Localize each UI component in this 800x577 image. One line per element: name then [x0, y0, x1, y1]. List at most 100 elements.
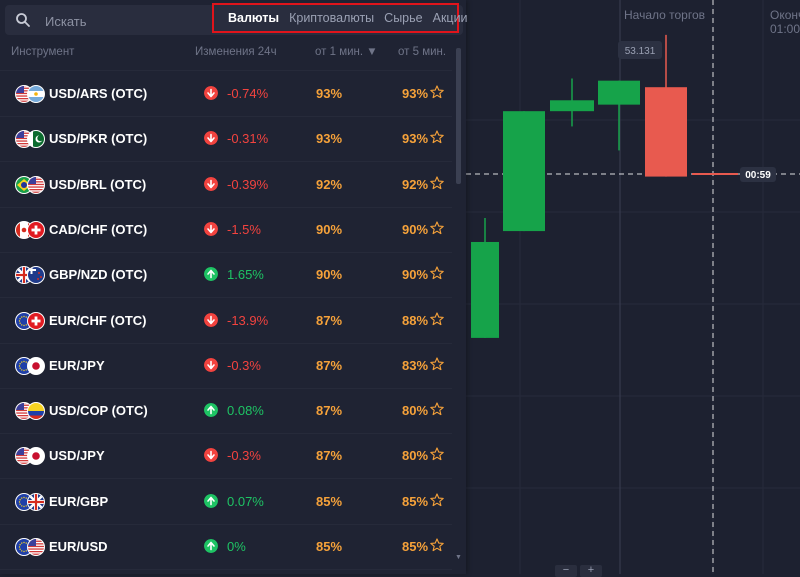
- trading-start-label: Начало торгов: [624, 8, 705, 22]
- currency-pair-flags-icon: [15, 356, 45, 375]
- scrollbar-thumb[interactable]: [456, 48, 461, 184]
- zoom-in-button[interactable]: +: [580, 565, 602, 577]
- change-24h-value: -0.39%: [227, 176, 269, 192]
- payout-5min-value: 85%: [402, 539, 429, 554]
- payout-5min-value: 92%: [402, 176, 429, 192]
- currency-pair-flags-icon: [15, 175, 45, 194]
- payout-1min-value: 87%: [316, 403, 343, 419]
- column-payout-1min[interactable]: от 1 мин. ▼: [315, 46, 378, 58]
- instrument-name: CAD/CHF (OTC): [49, 221, 148, 237]
- candle-bullish: [503, 111, 545, 232]
- arrow-down-icon: [204, 221, 218, 236]
- arrow-up-icon: [204, 267, 218, 282]
- favorite-star-icon[interactable]: [430, 176, 444, 190]
- arrow-down-icon: [204, 176, 218, 191]
- ch-flag-icon: [27, 220, 45, 239]
- payout-5min-value: 90%: [402, 267, 429, 283]
- row-divider: [0, 478, 452, 480]
- column-change-24h[interactable]: Изменения 24ч: [195, 46, 277, 58]
- arrow-down-icon: [204, 357, 218, 372]
- zoom-out-button[interactable]: −: [555, 565, 577, 577]
- payout-5min-value: 93%: [402, 86, 429, 101]
- favorite-star-icon[interactable]: [430, 311, 444, 326]
- arrow-down-icon: [204, 312, 218, 327]
- payout-5min-value: 83%: [402, 357, 429, 373]
- instrument-row[interactable]: USD/JPY -0.3% 87% 80%: [0, 433, 452, 478]
- gb-flag-icon: [27, 492, 45, 511]
- row-divider: [0, 161, 452, 163]
- table-header: Инструмент Изменения 24ч от 1 мин. ▼ от …: [0, 44, 456, 64]
- payout-5min-value: 80%: [402, 403, 429, 419]
- currency-pair-flags-icon: [15, 311, 45, 330]
- column-payout-5min[interactable]: от 5 мин.: [398, 46, 447, 58]
- payout-1min-value: 85%: [316, 539, 343, 554]
- instrument-name: USD/JPY: [49, 448, 105, 464]
- instrument-row[interactable]: GBP/NZD (OTC) 1.65% 90% 90%: [0, 252, 452, 297]
- payout-5min-value: 93%: [402, 131, 429, 147]
- change-24h-value: -1.5%: [227, 221, 261, 237]
- favorite-star-icon[interactable]: [430, 85, 444, 99]
- instrument-row[interactable]: USD/PKR (OTC) -0.31% 93% 93%: [0, 116, 452, 161]
- scroll-down-arrow[interactable]: ▼: [455, 554, 462, 561]
- ch-flag-icon: [27, 311, 45, 330]
- arrow-up-icon: [204, 403, 218, 418]
- favorite-star-icon[interactable]: [430, 266, 444, 280]
- instrument-row[interactable]: USD/COP (OTC) 0.08% 87% 80%: [0, 388, 452, 433]
- column-instrument[interactable]: Инструмент: [11, 46, 75, 58]
- arrow-down-icon: [204, 86, 218, 100]
- payout-1min-value: 87%: [316, 312, 343, 328]
- tab-commodities[interactable]: Сырье: [384, 11, 423, 25]
- jp-flag-icon: [27, 447, 45, 466]
- tab-crypto[interactable]: Криптовалюты: [289, 11, 375, 25]
- instrument-row[interactable]: USD/BRL (OTC) -0.39% 92% 92%: [0, 162, 452, 207]
- change-24h-value: 0.07%: [227, 493, 264, 509]
- price-tooltip: 53.131: [618, 41, 662, 59]
- instrument-row[interactable]: EUR/CHF (OTC) -13.9% 87% 88%: [0, 298, 452, 343]
- arrow-up-icon: [204, 539, 218, 553]
- currency-pair-flags-icon: [15, 492, 45, 511]
- instrument-name: USD/PKR (OTC): [49, 131, 148, 147]
- instrument-row[interactable]: EUR/GBP 0.07% 85% 85%: [0, 479, 452, 524]
- payout-5min-value: 80%: [402, 448, 429, 464]
- payout-5min-value: 88%: [402, 312, 429, 328]
- change-24h-value: -13.9%: [227, 312, 269, 328]
- instrument-name: EUR/GBP: [49, 493, 109, 509]
- favorite-star-icon[interactable]: [430, 447, 444, 461]
- currency-pair-flags-icon: [15, 85, 45, 103]
- instrument-row[interactable]: CAD/CHF (OTC) -1.5% 90% 90%: [0, 207, 452, 252]
- tab-currencies[interactable]: Валюты: [228, 11, 280, 25]
- currency-pair-flags-icon: [15, 402, 45, 421]
- search-box[interactable]: [5, 5, 463, 35]
- favorite-star-icon[interactable]: [430, 130, 444, 144]
- currency-pair-flags-icon: [15, 538, 45, 556]
- row-divider: [0, 342, 452, 344]
- instrument-row[interactable]: USD/ARS (OTC) -0.74% 93% 93%: [0, 71, 452, 116]
- price-tooltip-value: 53.131: [625, 46, 656, 57]
- instrument-name: USD/ARS (OTC): [49, 86, 148, 101]
- search-input[interactable]: [43, 9, 207, 33]
- favorite-star-icon[interactable]: [430, 402, 444, 416]
- candles-group: [471, 34, 687, 338]
- trade-close-label: Оконч: [770, 8, 800, 22]
- us-flag-icon: [27, 175, 45, 194]
- payout-1min-value: 93%: [316, 86, 343, 101]
- tab-stocks[interactable]: Акции: [432, 11, 468, 25]
- payout-1min-value: 93%: [316, 131, 343, 147]
- favorite-star-icon[interactable]: [430, 221, 444, 235]
- favorite-star-icon[interactable]: [430, 357, 444, 371]
- instrument-row[interactable]: EUR/JPY -0.3% 87% 83%: [0, 343, 452, 388]
- change-24h-value: 1.65%: [227, 267, 264, 283]
- instrument-name: EUR/CHF (OTC): [49, 312, 147, 328]
- favorite-star-icon[interactable]: [430, 538, 444, 552]
- candle-bullish: [471, 241, 499, 338]
- favorite-star-icon[interactable]: [430, 493, 444, 507]
- change-24h-value: -0.3%: [227, 448, 261, 464]
- candle-bullish: [598, 80, 640, 105]
- payout-1min-value: 92%: [316, 176, 343, 192]
- instrument-row[interactable]: EUR/USD 0% 85% 85%: [0, 524, 452, 569]
- row-divider: [0, 206, 452, 208]
- instrument-name: EUR/USD: [49, 539, 108, 554]
- instrument-name: USD/COP (OTC): [49, 403, 148, 419]
- trade-close-time: 01:00: [770, 22, 800, 36]
- payout-1min-value: 85%: [316, 493, 343, 509]
